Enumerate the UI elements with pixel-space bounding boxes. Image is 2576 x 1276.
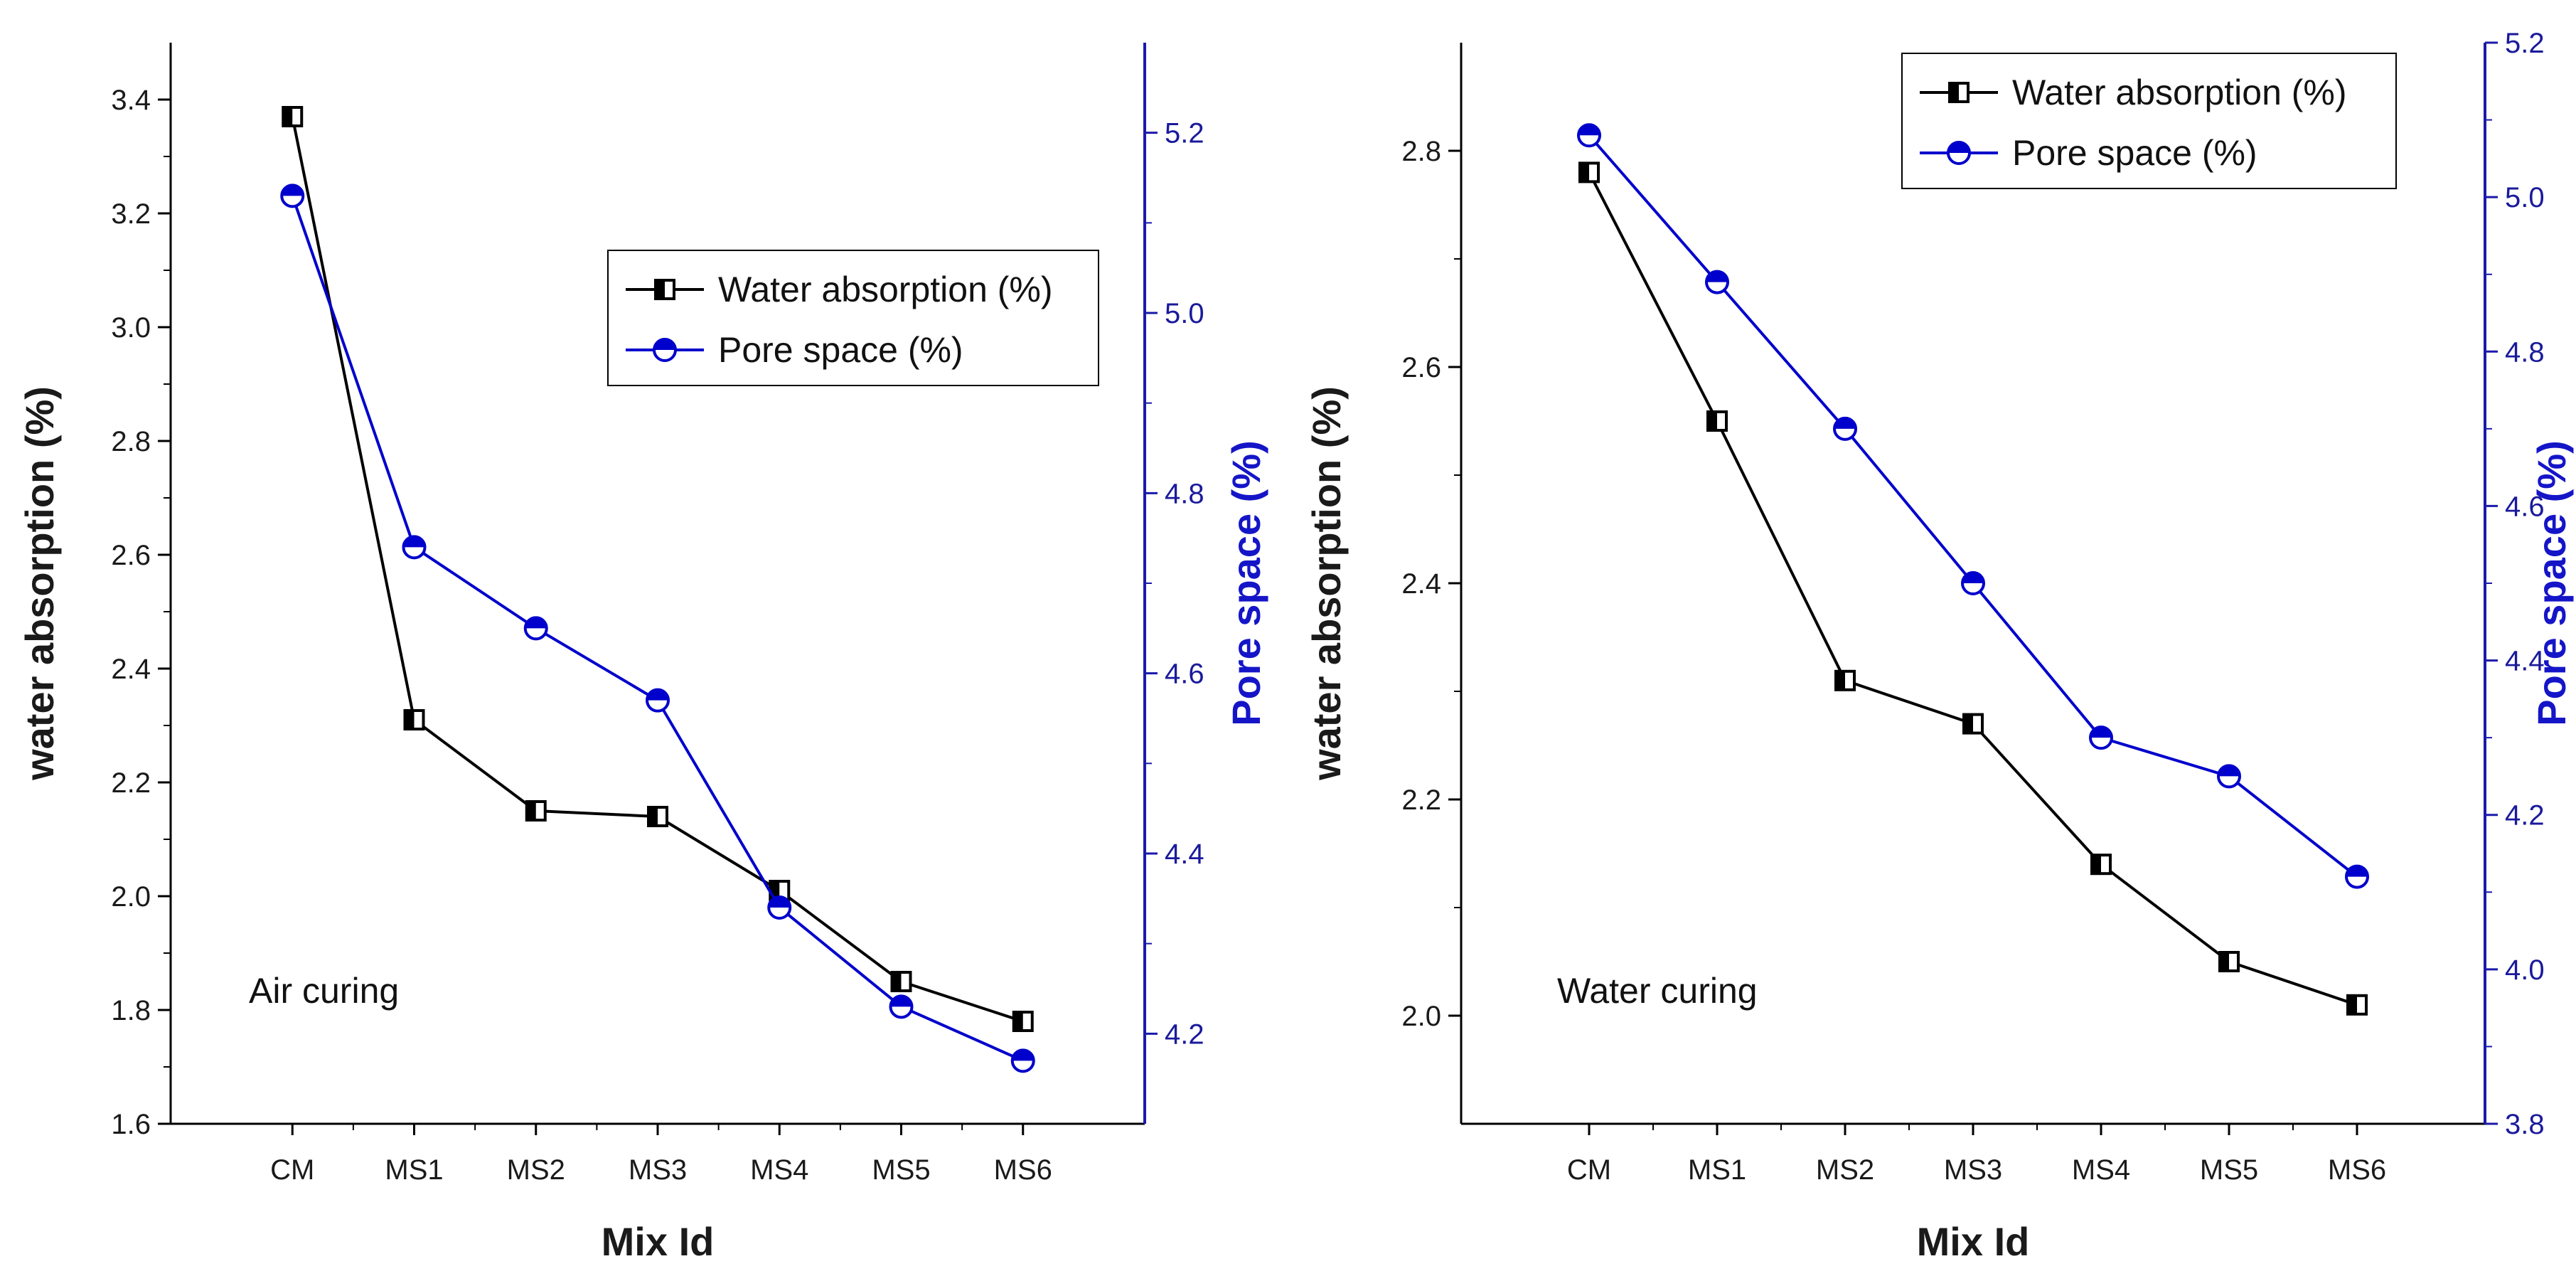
x-tick-label: MS3 [1944, 1154, 2002, 1186]
pore-space-marker [2345, 864, 2369, 889]
pore-space-marker [280, 184, 305, 208]
water-absorption-marker [525, 800, 547, 822]
left-y-tick-label: 2.8 [1401, 136, 1441, 167]
curing-annotation: Air curing [249, 971, 399, 1011]
pore-space-marker [523, 616, 548, 641]
x-tick-label: MS6 [2328, 1154, 2386, 1186]
legend-label: Water absorption (%) [718, 270, 1053, 309]
water-absorption-marker [647, 806, 668, 827]
water-absorption-marker [2090, 854, 2112, 876]
pore-space-marker [1577, 123, 1601, 148]
right-y-tick-label: 4.2 [1165, 1019, 1204, 1050]
legend-label: Pore space (%) [718, 330, 963, 370]
x-tick-label: CM [270, 1154, 314, 1186]
right-y-axis-title: Pore space (%) [2529, 440, 2574, 726]
pore-space-marker [1961, 571, 1985, 595]
right-y-tick-label: 4.0 [2505, 955, 2545, 986]
water-absorption-marker [654, 279, 675, 300]
left-y-tick-label: 2.8 [111, 426, 151, 457]
water-absorption-marker [282, 106, 304, 127]
water-absorption-marker [1578, 161, 1600, 184]
x-tick-label: CM [1567, 1154, 1611, 1186]
water-absorption-marker [403, 709, 425, 730]
left-y-tick-label: 2.0 [111, 881, 151, 913]
chart-panel-2: 2.0 2.2 2.4 2.6 2.8 3.8 4.0 4.2 4.4 4.6 4.8 5.0 5.2 C… [1304, 28, 2574, 1264]
x-tick-label: MS3 [629, 1154, 687, 1186]
x-tick-label: MS6 [994, 1154, 1052, 1186]
water-absorption-marker [1834, 669, 1856, 691]
water-absorption-marker [890, 971, 912, 992]
right-y-tick-label: 5.2 [1165, 118, 1204, 149]
pore-space-marker [1705, 270, 1729, 294]
pore-space-marker [402, 535, 427, 560]
left-y-tick-label: 2.2 [1401, 785, 1441, 816]
right-y-tick-label: 4.2 [2505, 800, 2545, 831]
pore-space-marker [653, 338, 677, 362]
left-y-tick-label: 2.6 [1401, 352, 1441, 383]
series-line-pore-space [1588, 134, 2358, 878]
legend-box [1901, 53, 2397, 189]
chart-panel-1: 1.6 1.8 2.0 2.2 2.4 2.6 2.8 3.0 3.2 3.4 4.2 4.4 4.6 4… [17, 43, 1268, 1264]
x-axis-title: Mix Id [1917, 1219, 2030, 1264]
right-y-axis-title: Pore space (%) [1224, 440, 1268, 726]
right-y-tick-label: 4.8 [1165, 478, 1204, 509]
right-y-tick-label: 4.6 [1165, 659, 1204, 690]
x-tick-label: MS2 [507, 1154, 565, 1186]
x-tick-label: MS4 [2072, 1154, 2130, 1186]
left-y-tick-label: 2.4 [111, 654, 151, 685]
left-y-tick-label: 2.4 [1401, 568, 1441, 600]
left-y-tick-label: 3.0 [111, 312, 151, 344]
pore-space-marker [1010, 1048, 1035, 1073]
right-y-tick-label: 5.0 [2505, 182, 2545, 213]
legend-label: Pore space (%) [2012, 133, 2257, 173]
left-y-tick-label: 1.8 [111, 995, 151, 1026]
x-tick-label: MS1 [1688, 1154, 1746, 1186]
legend: Water absorption (%) Pore space (%) [607, 250, 1099, 386]
right-y-tick-label: 4.4 [1165, 839, 1204, 870]
x-tick-label: MS4 [750, 1154, 808, 1186]
pore-space-marker [2217, 764, 2241, 789]
x-tick-label: MS5 [2200, 1154, 2258, 1186]
water-absorption-marker [2346, 994, 2368, 1016]
water-absorption-marker [1962, 713, 1984, 735]
right-y-tick-label: 4.8 [2505, 336, 2545, 368]
pore-space-marker [2089, 725, 2113, 750]
right-y-tick-label: 5.2 [2505, 28, 2545, 59]
pore-space-marker [889, 994, 914, 1019]
x-axis-title: Mix Id [602, 1219, 715, 1264]
right-y-tick-label: 4.4 [2505, 646, 2545, 677]
left-y-tick-label: 3.4 [111, 85, 151, 116]
water-absorption-marker [2218, 951, 2240, 972]
curing-annotation: Water curing [1557, 971, 1758, 1011]
pore-space-marker [1947, 141, 1971, 165]
right-y-tick-label: 3.8 [2505, 1109, 2545, 1140]
x-tick-label: MS2 [1816, 1154, 1874, 1186]
water-absorption-marker [1012, 1011, 1034, 1032]
x-tick-label: MS1 [385, 1154, 443, 1186]
water-absorption-marker [1706, 410, 1728, 432]
left-y-tick-label: 2.0 [1401, 1001, 1441, 1032]
left-y-tick-label: 2.2 [111, 767, 151, 799]
left-y-tick-label: 1.6 [111, 1109, 151, 1140]
pore-space-marker [646, 688, 670, 713]
left-y-tick-label: 3.2 [111, 198, 151, 230]
left-y-axis-title: water absorption (%) [17, 386, 62, 781]
pore-space-marker [1833, 416, 1857, 441]
left-y-tick-label: 2.6 [111, 540, 151, 571]
right-y-tick-label: 5.0 [1165, 298, 1204, 329]
left-y-axis-title: water absorption (%) [1304, 386, 1349, 781]
water-absorption-marker [1948, 82, 1970, 103]
legend: Water absorption (%) Pore space (%) [1901, 53, 2397, 189]
x-tick-label: MS5 [872, 1154, 930, 1186]
right-y-tick-label: 4.6 [2505, 491, 2545, 522]
legend-box [607, 250, 1099, 386]
pore-space-marker [767, 895, 792, 920]
legend-label: Water absorption (%) [2012, 73, 2347, 112]
